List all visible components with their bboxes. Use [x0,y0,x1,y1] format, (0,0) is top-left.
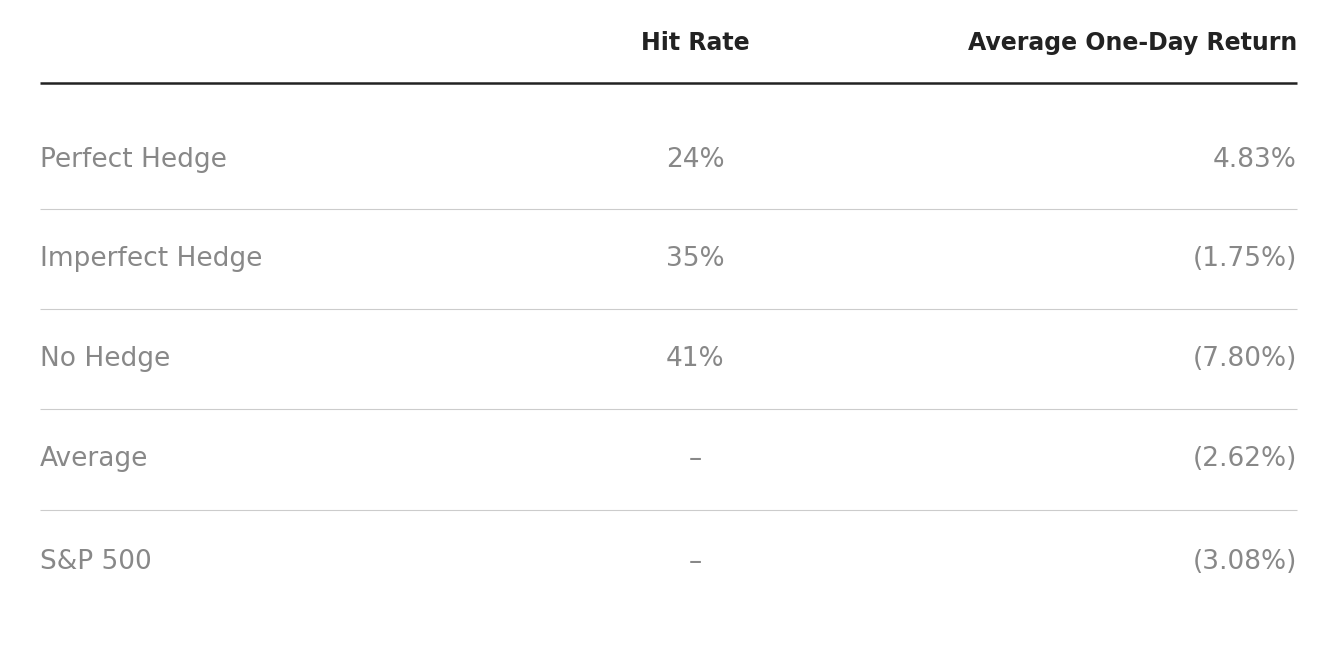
Text: Perfect Hedge: Perfect Hedge [40,146,227,173]
Text: 24%: 24% [666,146,725,173]
Text: –: – [689,549,702,575]
Text: (7.80%): (7.80%) [1193,346,1297,372]
Text: Average: Average [40,446,148,472]
Text: Average One-Day Return: Average One-Day Return [968,31,1297,55]
Text: No Hedge: No Hedge [40,346,170,372]
Text: 41%: 41% [666,346,725,372]
Text: (2.62%): (2.62%) [1193,446,1297,472]
Text: 35%: 35% [666,246,725,273]
Text: 4.83%: 4.83% [1213,146,1297,173]
Text: (1.75%): (1.75%) [1193,246,1297,273]
Text: (3.08%): (3.08%) [1193,549,1297,575]
Text: Imperfect Hedge: Imperfect Hedge [40,246,262,273]
Text: Hit Rate: Hit Rate [640,31,750,55]
Text: –: – [689,446,702,472]
Text: S&P 500: S&P 500 [40,549,152,575]
